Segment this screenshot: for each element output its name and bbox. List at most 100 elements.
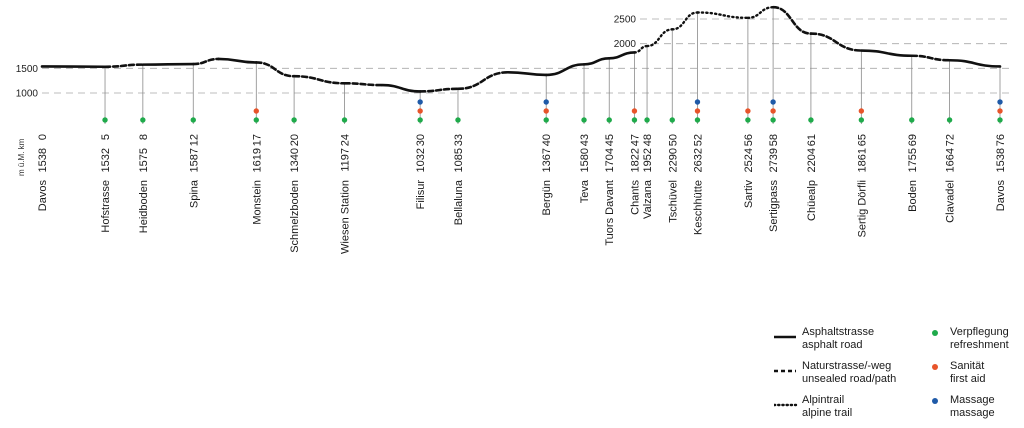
station-altitude: 1587 — [188, 148, 200, 172]
station-altitude: 1664 — [945, 148, 957, 172]
refreshment-marker — [632, 117, 637, 122]
refreshment-marker — [808, 117, 813, 122]
first-aid-marker — [544, 108, 549, 113]
massage-marker — [544, 99, 549, 104]
station-km: 58 — [768, 134, 780, 146]
station-km: 12 — [188, 134, 200, 146]
legend-asphalt-en: asphalt road — [802, 339, 874, 352]
station-name: Davos — [995, 180, 1007, 212]
refreshment-marker — [455, 117, 460, 122]
refreshment-marker — [544, 117, 549, 122]
station-altitude: 1822 — [629, 148, 641, 172]
refreshment-marker — [607, 117, 612, 122]
profile-segment-alpine — [697, 12, 747, 17]
profile-segment-unsealed — [256, 62, 294, 76]
legend-surface: Asphaltstrasse asphalt road Naturstrasse… — [774, 326, 896, 428]
refreshment-marker — [859, 117, 864, 122]
station-label-group: 24 1197 Wiesen Station — [340, 134, 352, 254]
refreshment-marker — [140, 117, 145, 122]
station-label-group: 5 1532 Hofstrasse — [100, 134, 112, 233]
station-km: 50 — [667, 134, 679, 146]
refreshment-marker — [947, 117, 952, 122]
station-altitude: 1575 — [138, 148, 150, 172]
profile-segment-asphalt — [143, 64, 193, 65]
legend-massage-en: massage — [950, 407, 995, 420]
station-km: 5 — [100, 134, 112, 140]
refreshment-marker — [745, 117, 750, 122]
station-altitude: 2739 — [768, 148, 780, 172]
station-altitude: 1538 — [995, 148, 1007, 172]
first-aid-marker — [859, 108, 864, 113]
station-name: Bellaluna — [453, 179, 465, 225]
station-km: 76 — [995, 134, 1007, 146]
station-km: 48 — [642, 134, 654, 146]
legend-unsealed-de: Naturstrasse/-weg — [802, 360, 896, 373]
station-altitude: 1861 — [856, 148, 868, 172]
station-name: Sertig Dörfli — [856, 180, 868, 237]
station-altitude: 1032 — [415, 148, 427, 172]
profile-segment-asphalt — [861, 51, 911, 56]
refreshment-marker — [670, 117, 675, 122]
refreshment-marker — [254, 117, 259, 122]
refreshment-marker — [909, 117, 914, 122]
station-km: 40 — [541, 134, 553, 146]
unit-axis-label: m ü.M. km — [17, 138, 26, 176]
refreshment-marker — [102, 117, 107, 122]
station-altitude: 1532 — [100, 148, 112, 172]
first-aid-marker — [770, 108, 775, 113]
station-km: 17 — [251, 134, 263, 146]
station-altitude: 2632 — [692, 148, 704, 172]
station-km: 0 — [37, 134, 49, 140]
station-name: Wiesen Station — [340, 180, 352, 254]
station-label-group: 17 1619 Monstein — [251, 134, 263, 225]
station-km: 24 — [340, 134, 352, 146]
station-name: Spina — [188, 179, 200, 208]
profile-segment-asphalt — [546, 64, 584, 75]
first-aid-marker — [254, 108, 259, 113]
station-altitude: 1619 — [251, 148, 263, 172]
station-altitude: 1340 — [289, 148, 301, 172]
profile-segment-asphalt — [609, 52, 634, 58]
legend-first-aid-en: first aid — [950, 373, 985, 386]
profile-segment-unsealed — [458, 72, 508, 89]
station-altitude: 1538 — [37, 148, 49, 172]
legend-refreshment-en: refreshment — [950, 339, 1009, 352]
station-altitude: 1197 — [340, 148, 352, 172]
legend-item-first-aid: Sanität first aid — [928, 360, 1009, 394]
massage-marker — [770, 99, 775, 104]
station-km: 43 — [579, 134, 591, 146]
station-name: Tschüvel — [667, 180, 679, 223]
station-name: Chüealp — [806, 180, 818, 221]
station-altitude: 1085 — [453, 148, 465, 172]
station-label-group: 12 1587 Spina — [188, 134, 200, 208]
station-km: 8 — [138, 134, 150, 140]
y-tick-label: 1500 — [16, 64, 39, 75]
station-km: 47 — [629, 134, 641, 146]
legend-unsealed-en: unsealed road/path — [802, 373, 896, 386]
station-km: 69 — [907, 134, 919, 146]
profile-segment-asphalt — [508, 72, 546, 75]
refreshment-marker — [581, 117, 586, 122]
legend-asphalt-de: Asphaltstrasse — [802, 326, 874, 339]
profile-segment-unsealed — [193, 59, 218, 64]
legend-item-asphalt: Asphaltstrasse asphalt road — [774, 326, 896, 360]
first-aid-marker — [745, 108, 750, 113]
legend-aid: Verpflegung refreshment Sanität first ai… — [928, 326, 1009, 428]
refreshment-marker — [695, 117, 700, 122]
station-name: Hofstrasse — [100, 180, 112, 233]
station-altitude: 1580 — [579, 148, 591, 172]
station-name: Monstein — [251, 180, 263, 225]
orange-dot-icon — [932, 364, 938, 370]
y-tick-label: 1000 — [16, 89, 39, 100]
station-km: 45 — [604, 134, 616, 146]
